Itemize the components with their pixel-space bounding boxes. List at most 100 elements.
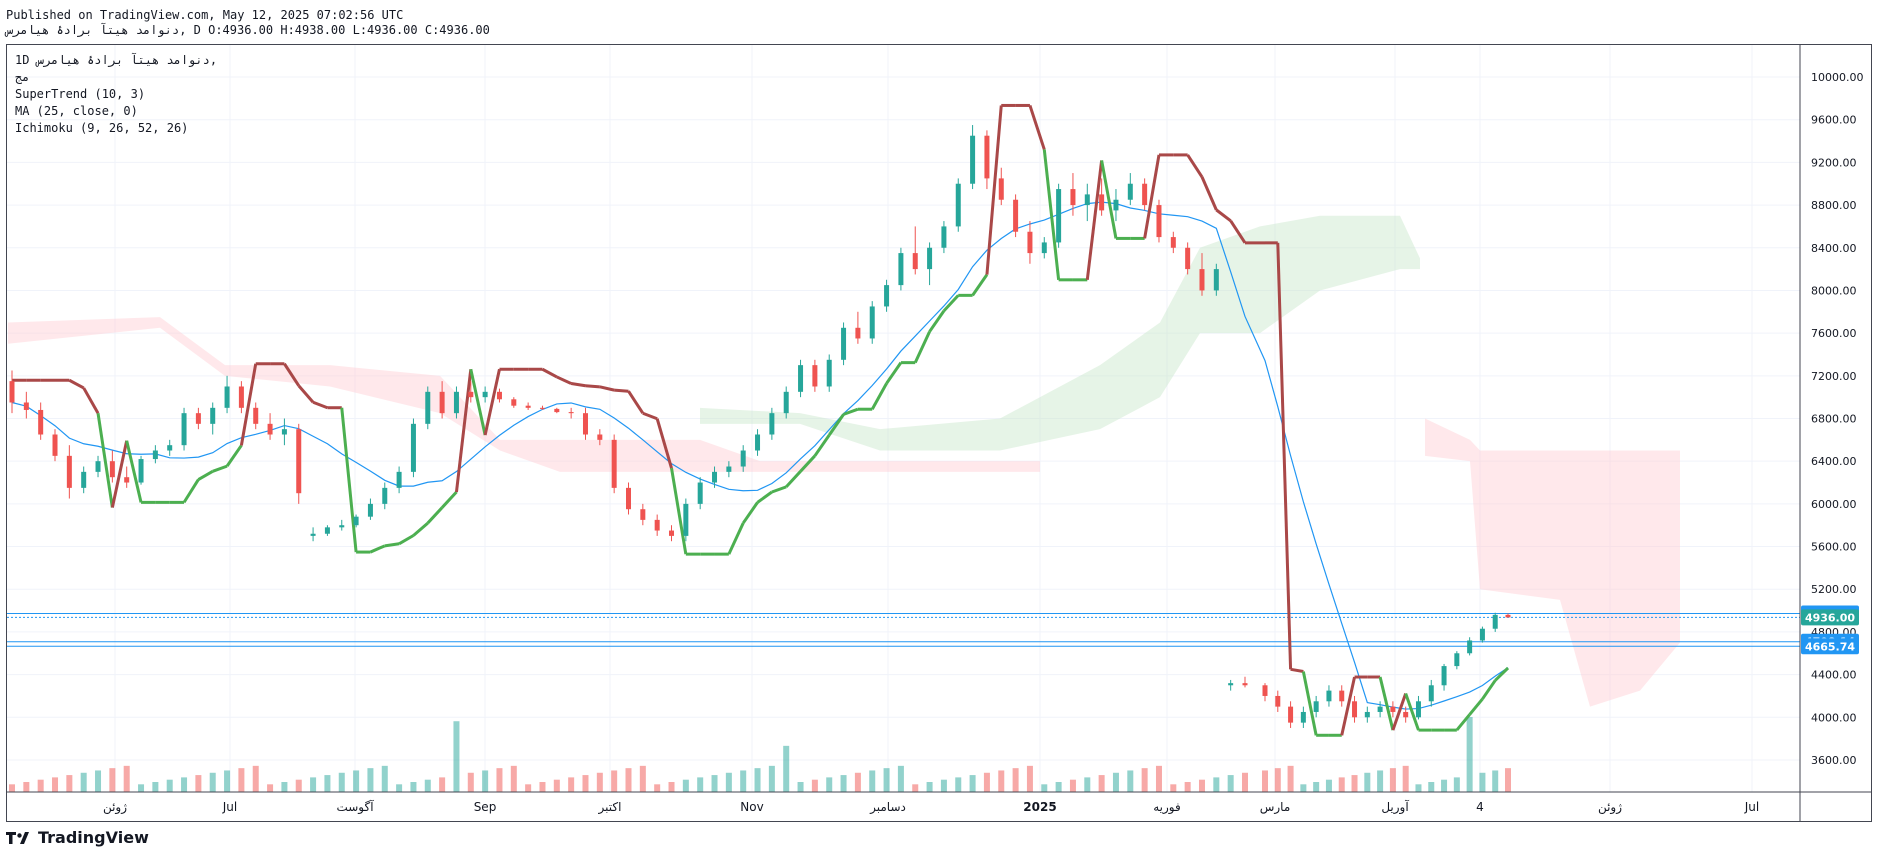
y-tick-label: 9200.00 (1811, 156, 1857, 169)
candle-body (1390, 706, 1396, 712)
candle-body (869, 306, 875, 339)
x-tick-label: Jul (222, 800, 237, 814)
supertrend-segment (454, 369, 473, 493)
volume-bar (37, 779, 44, 792)
x-tick-label: فوریه (1153, 800, 1181, 815)
legend-supertrend[interactable]: SuperTrend (10, 3) (15, 87, 146, 101)
volume-bar (582, 775, 589, 792)
volume-bar (639, 765, 646, 792)
legend-symbol-row[interactable]: 1D دنوامد هیتآ برادۀ هیامرس, (15, 52, 217, 69)
y-tick-label: 5600.00 (1811, 541, 1857, 554)
candle-body (582, 413, 588, 435)
supertrend-segment (843, 407, 859, 416)
volume-bar (797, 782, 804, 792)
candle-body (439, 391, 445, 414)
y-tick-label: 6400.00 (1811, 455, 1857, 468)
supertrend-segment (1340, 676, 1356, 736)
volume-bar (1505, 768, 1511, 792)
volume-bar (410, 782, 417, 792)
volume-bar (725, 772, 732, 792)
candle-body (640, 509, 646, 520)
volume-bar (1415, 784, 1422, 792)
supertrend-segment (398, 534, 415, 546)
chart-frame[interactable] (6, 44, 1872, 822)
supertrend-segment (469, 368, 487, 436)
candle-body (1228, 683, 1234, 686)
volume-bar (1084, 777, 1091, 792)
volume-bar (1155, 765, 1162, 792)
volume-bar (238, 768, 245, 792)
volume-bar (625, 768, 632, 792)
candle-body (1156, 205, 1162, 238)
volume-bar (252, 765, 259, 792)
y-tick-label: 7200.00 (1811, 370, 1857, 383)
supertrend-segment (756, 490, 773, 504)
volume-bar (1466, 717, 1473, 792)
candle-body (124, 477, 130, 483)
volume-bar (740, 770, 747, 792)
candle-body (884, 285, 890, 307)
supertrend-segment (642, 411, 658, 421)
legend-ichimoku[interactable]: Ichimoku (9, 26, 52, 26) (15, 121, 189, 135)
ichimoku-cloud (8, 215, 1680, 707)
candle-body (1313, 701, 1319, 712)
candle-body (970, 135, 976, 184)
candle-body (998, 178, 1004, 200)
candle-body (1027, 231, 1033, 254)
candle-body (1041, 242, 1047, 254)
volume-bar (510, 765, 517, 792)
volume-bar (1325, 779, 1332, 792)
candle-body (712, 471, 718, 483)
price-tag-label: 4665.74 (1805, 640, 1855, 653)
tradingview-logo-text: TradingView (38, 828, 149, 847)
tradingview-logo[interactable]: TradingView (6, 828, 149, 847)
volume-bar (568, 777, 575, 792)
candle-body (855, 327, 861, 339)
volume-bar (95, 770, 102, 792)
volume-bar (955, 777, 962, 792)
volume-bar (1184, 782, 1191, 792)
candle-body (1467, 640, 1473, 654)
supertrend-segment (1455, 713, 1471, 732)
x-tick-label: Nov (740, 800, 763, 814)
volume-bar (439, 777, 446, 792)
supertrend-line (12, 103, 1510, 737)
volume-bar (396, 784, 403, 792)
supertrend-segment (570, 382, 586, 388)
candle-body (1099, 194, 1105, 211)
supertrend-segment (614, 388, 629, 393)
x-tick-label: Sep (474, 800, 497, 814)
candle-body (224, 386, 230, 408)
legend-ma[interactable]: MA (25, close, 0) (15, 104, 138, 118)
volume-bar (80, 772, 87, 792)
candle-body (826, 359, 832, 387)
supertrend-segment (1481, 679, 1497, 700)
volume-bar (1313, 782, 1320, 792)
volume-bar (66, 775, 73, 792)
volume-bar (1338, 777, 1345, 792)
volume-bar (1274, 768, 1281, 792)
supertrend-segment (1100, 160, 1118, 239)
volume-bar (611, 770, 618, 792)
volume-bar (654, 784, 661, 792)
supertrend-segment (655, 418, 673, 469)
supertrend-segment (212, 464, 228, 473)
supertrend-segment (785, 470, 802, 488)
candle-body (324, 527, 330, 534)
volume-bar (1127, 770, 1134, 792)
supertrend-segment (1143, 154, 1161, 239)
supertrend-segment (1186, 154, 1204, 178)
supertrend-segment (1200, 176, 1218, 211)
price-axis: 3600.004000.004400.004800.005200.005600.… (1799, 45, 1864, 821)
volume-bars (9, 717, 1511, 792)
candle-body (669, 530, 675, 536)
candle-body (52, 434, 58, 456)
candle-body (626, 487, 631, 510)
volume-bar (1377, 770, 1384, 792)
volume-bar (109, 768, 116, 792)
legend-symbol-sub: مج (15, 70, 30, 84)
candle-body (367, 503, 373, 517)
supertrend-segment (885, 361, 903, 385)
supertrend-segment (585, 384, 600, 389)
